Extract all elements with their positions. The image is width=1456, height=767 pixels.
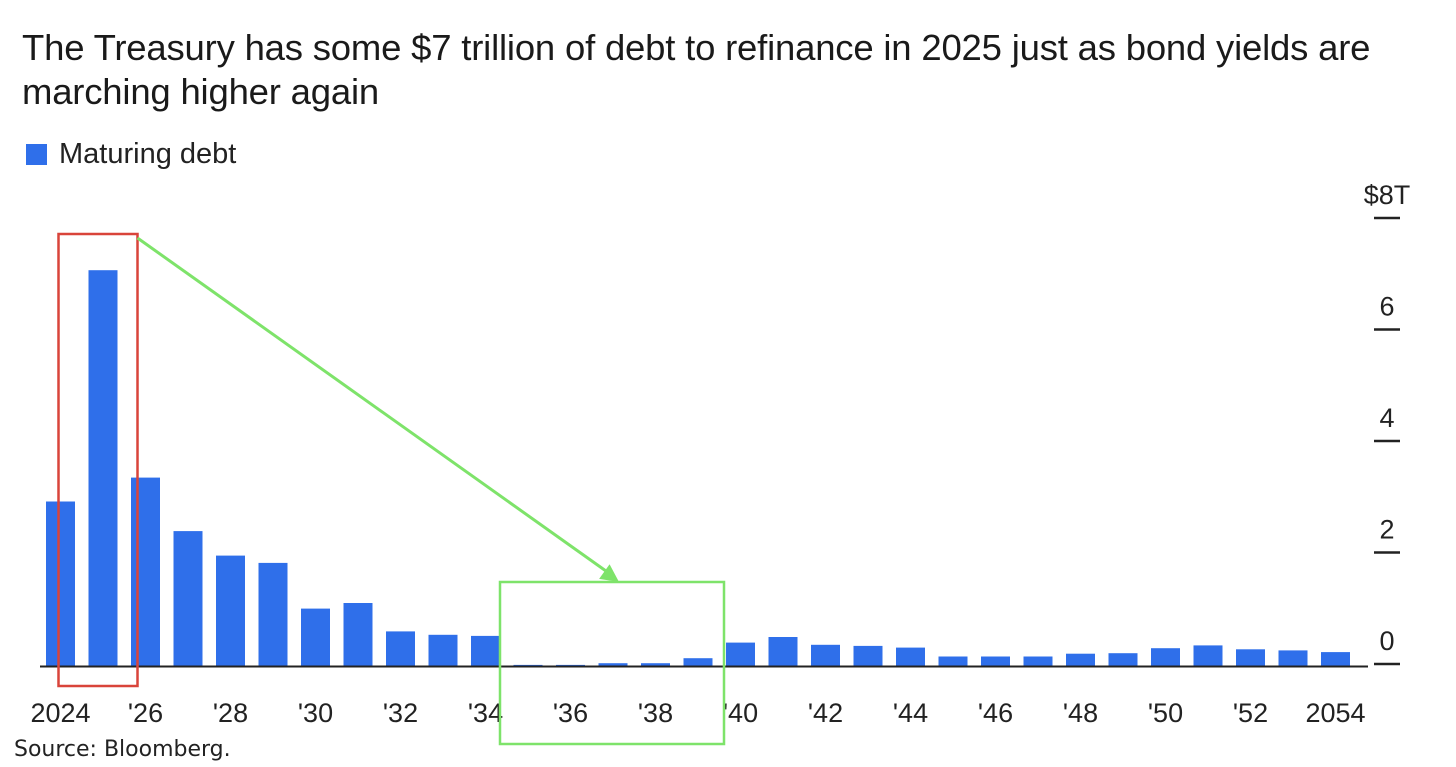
source-note: Source: Bloomberg. — [14, 737, 231, 762]
bar-2041 — [768, 637, 798, 666]
bar-2037 — [598, 663, 628, 666]
x-tick-label: '38 — [638, 698, 673, 728]
bar-2035 — [513, 664, 543, 666]
y-tick-label: 4 — [1379, 403, 1394, 433]
x-tick-label: '28 — [213, 698, 248, 728]
x-tick-label: '44 — [893, 698, 928, 728]
x-tick-label: '48 — [1063, 698, 1098, 728]
bar-2045 — [938, 656, 968, 666]
x-tick-label: '26 — [128, 698, 163, 728]
x-tick-label: '32 — [383, 698, 418, 728]
legend-swatch — [26, 143, 47, 165]
bar-2046 — [981, 656, 1010, 666]
chart-legend: Maturing debt — [26, 136, 236, 172]
bar-2053 — [1278, 650, 1308, 666]
x-tick-label: 2024 — [30, 698, 90, 728]
bar-2031 — [343, 603, 373, 666]
bar-2030 — [301, 608, 330, 666]
x-tick-label: '42 — [808, 698, 843, 728]
bar-2047 — [1023, 656, 1053, 666]
bar-2026 — [131, 477, 160, 666]
bar-2036 — [556, 664, 585, 666]
x-tick-label: 2054 — [1305, 698, 1365, 728]
bar-2050 — [1151, 648, 1180, 666]
bar-2038 — [641, 663, 670, 666]
bar-2054 — [1321, 652, 1350, 666]
x-tick-label: '40 — [723, 698, 758, 728]
bar-2027 — [173, 531, 203, 666]
bar-2048 — [1066, 653, 1095, 666]
x-tick-label: '34 — [468, 698, 503, 728]
bar-2028 — [216, 555, 245, 666]
green-highlight-box — [498, 580, 726, 746]
bar-2033 — [428, 634, 458, 666]
red-highlight-box — [57, 232, 139, 688]
bar-2052 — [1236, 649, 1265, 666]
legend-label: Maturing debt — [59, 137, 237, 170]
bar-2034 — [471, 635, 500, 666]
bar-2040 — [726, 642, 755, 666]
bar-2025 — [88, 270, 118, 666]
bar-2024 — [46, 501, 75, 666]
y-tick-label: 6 — [1379, 292, 1394, 322]
x-tick-label: '30 — [298, 698, 333, 728]
x-tick-label: '50 — [1148, 698, 1183, 728]
y-tick-label: $8T — [1364, 180, 1411, 210]
y-tick-label: 0 — [1379, 626, 1394, 656]
x-tick-label: '52 — [1233, 698, 1268, 728]
bar-2044 — [896, 647, 925, 666]
bar-2039 — [683, 658, 713, 666]
x-tick-label: '36 — [553, 698, 588, 728]
bar-2049 — [1108, 653, 1138, 666]
x-tick-label: '46 — [978, 698, 1013, 728]
bar-2032 — [386, 631, 415, 666]
bar-2029 — [258, 562, 288, 666]
y-tick-label: 2 — [1379, 515, 1394, 545]
bar-2042 — [811, 644, 840, 666]
chart-title: The Treasury has some $7 trillion of deb… — [22, 27, 1371, 112]
green-arrow-head — [599, 564, 619, 582]
bar-2051 — [1193, 645, 1223, 666]
green-arrow-line — [136, 236, 614, 578]
bar-2043 — [853, 645, 883, 666]
